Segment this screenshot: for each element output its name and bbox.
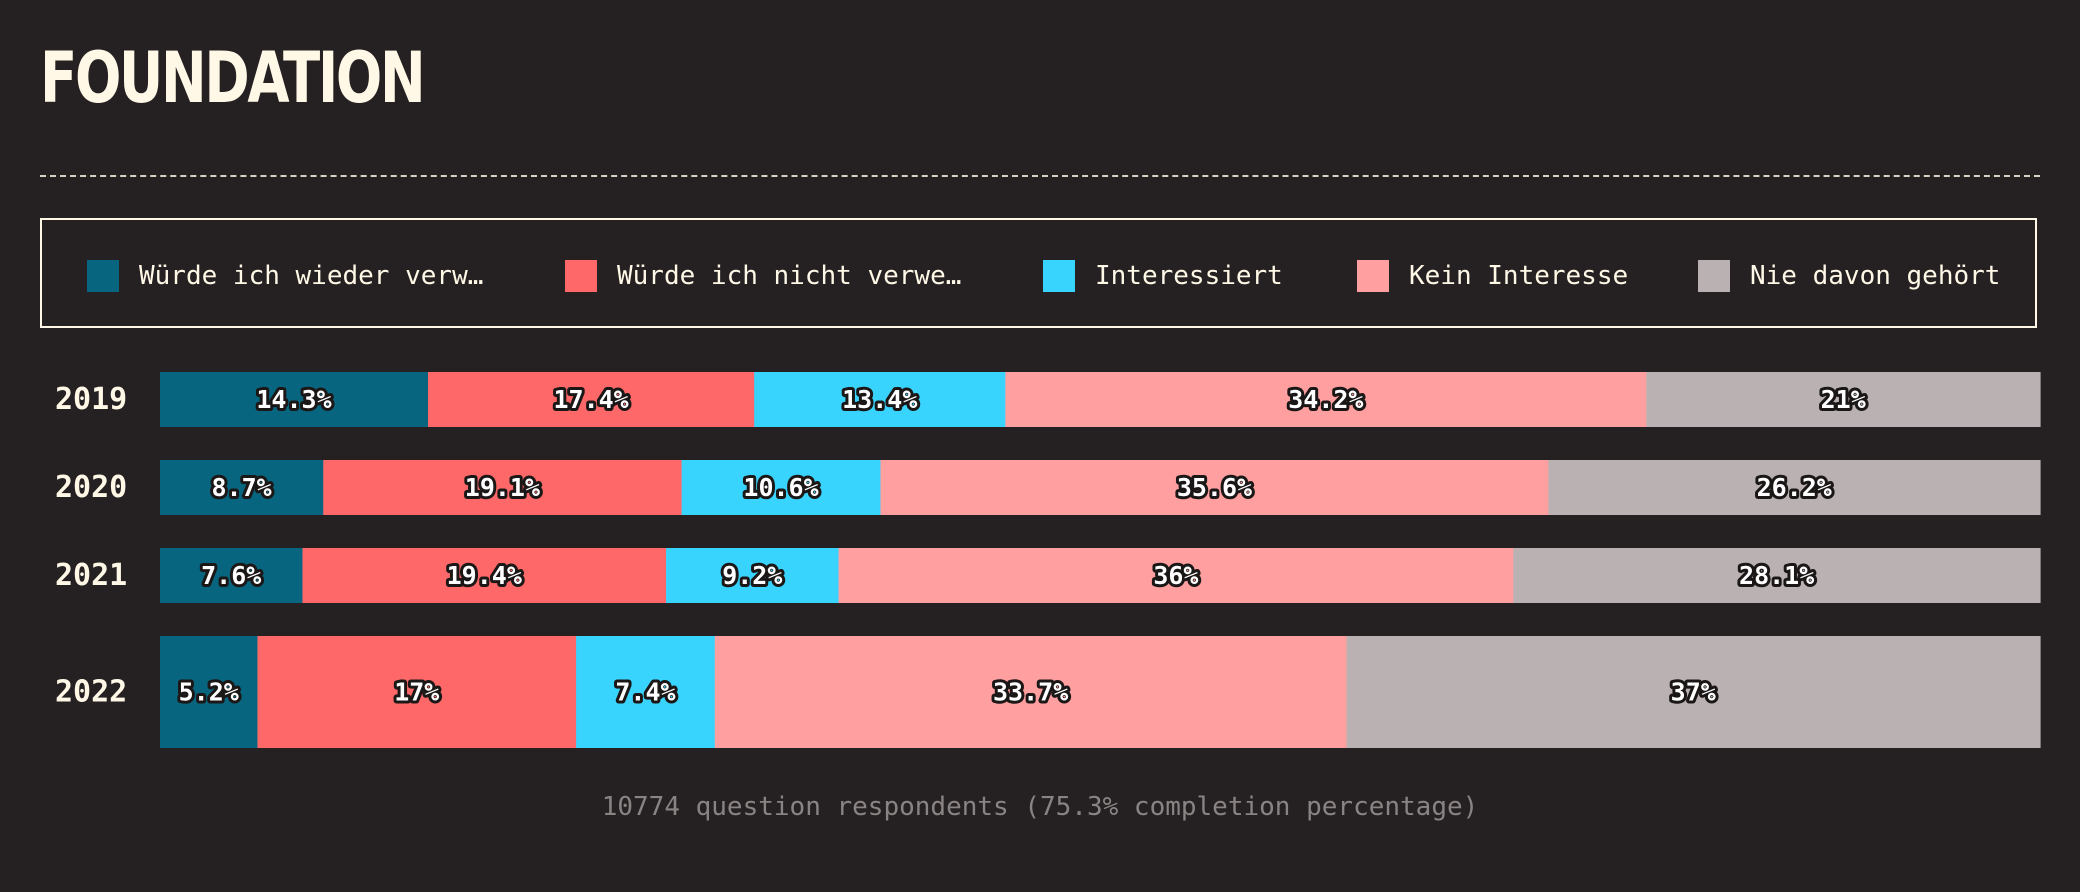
bar-segment[interactable] xyxy=(302,548,667,603)
bar-segment[interactable] xyxy=(714,636,1348,748)
bar-segment[interactable] xyxy=(428,372,755,427)
bar-segment[interactable] xyxy=(681,460,882,515)
bar-value-label: 37% xyxy=(1671,678,1716,707)
bar-value-label: 33.7% xyxy=(993,678,1068,707)
bar-segment[interactable] xyxy=(1548,460,2041,515)
legend-swatch xyxy=(1043,260,1075,292)
bar-value-label: 34.2% xyxy=(1288,385,1363,414)
bar-value-label: 5.2% xyxy=(179,678,239,707)
title-divider xyxy=(40,175,2040,177)
bar-segment[interactable] xyxy=(257,636,577,748)
bar-value-label: 17.4% xyxy=(553,385,628,414)
bar-segment[interactable] xyxy=(576,636,716,748)
bar-value-label: 26.2% xyxy=(1757,473,1832,502)
bar-segment[interactable] xyxy=(838,548,1514,603)
legend-label: Nie davon gehört xyxy=(1750,261,2001,291)
legend-label: Interessiert xyxy=(1095,261,1283,291)
respondents-footnote: 10774 question respondents (75.3% comple… xyxy=(601,792,1479,822)
legend-swatch xyxy=(1357,260,1389,292)
legend-label: Kein Interesse xyxy=(1409,261,1629,291)
bar-segment[interactable] xyxy=(1513,548,2041,603)
year-label: 2022 xyxy=(55,675,127,710)
bar-segment[interactable] xyxy=(666,548,840,603)
bar-value-label: 10.6% xyxy=(743,473,818,502)
bar-value-label: 19.4% xyxy=(447,561,522,590)
bar-segment[interactable] xyxy=(160,460,324,515)
legend: Würde ich wieder verw… Würde ich nicht v… xyxy=(40,218,2037,328)
bar-value-label: 35.6% xyxy=(1177,473,1252,502)
legend-swatch xyxy=(565,260,597,292)
bar-segment[interactable] xyxy=(323,460,683,515)
bar-value-label: 8.7% xyxy=(212,473,272,502)
bar-value-label: 13.4% xyxy=(842,385,917,414)
year-label: 2019 xyxy=(55,382,127,417)
bar-value-label: 7.4% xyxy=(615,678,675,707)
bar-segment[interactable] xyxy=(160,548,304,603)
bar-value-label: 9.2% xyxy=(722,561,782,590)
year-label: 2020 xyxy=(55,470,127,505)
bar-segment[interactable] xyxy=(1005,372,1647,427)
year-label: 2021 xyxy=(55,558,127,593)
bar-value-label: 36% xyxy=(1153,561,1198,590)
bar-segment[interactable] xyxy=(160,636,259,748)
bar-value-label: 19.1% xyxy=(465,473,540,502)
bar-value-label: 28.1% xyxy=(1739,561,1814,590)
bar-value-label: 14.3% xyxy=(256,385,331,414)
bar-value-label: 7.6% xyxy=(201,561,261,590)
bar-segment[interactable] xyxy=(754,372,1006,427)
legend-swatch xyxy=(1698,260,1730,292)
bar-value-label: 21% xyxy=(1821,385,1866,414)
chart-title: FOUNDATION xyxy=(40,37,426,119)
bar-segment[interactable] xyxy=(1346,636,2041,748)
legend-label: Würde ich nicht verwe… xyxy=(617,261,962,291)
legend-swatch xyxy=(87,260,119,292)
legend-label: Würde ich wieder verw… xyxy=(139,261,484,291)
bar-value-label: 17% xyxy=(394,678,439,707)
bar-segment[interactable] xyxy=(880,460,1550,515)
bar-segment[interactable] xyxy=(1646,372,2041,427)
bar-segment[interactable] xyxy=(160,372,429,427)
